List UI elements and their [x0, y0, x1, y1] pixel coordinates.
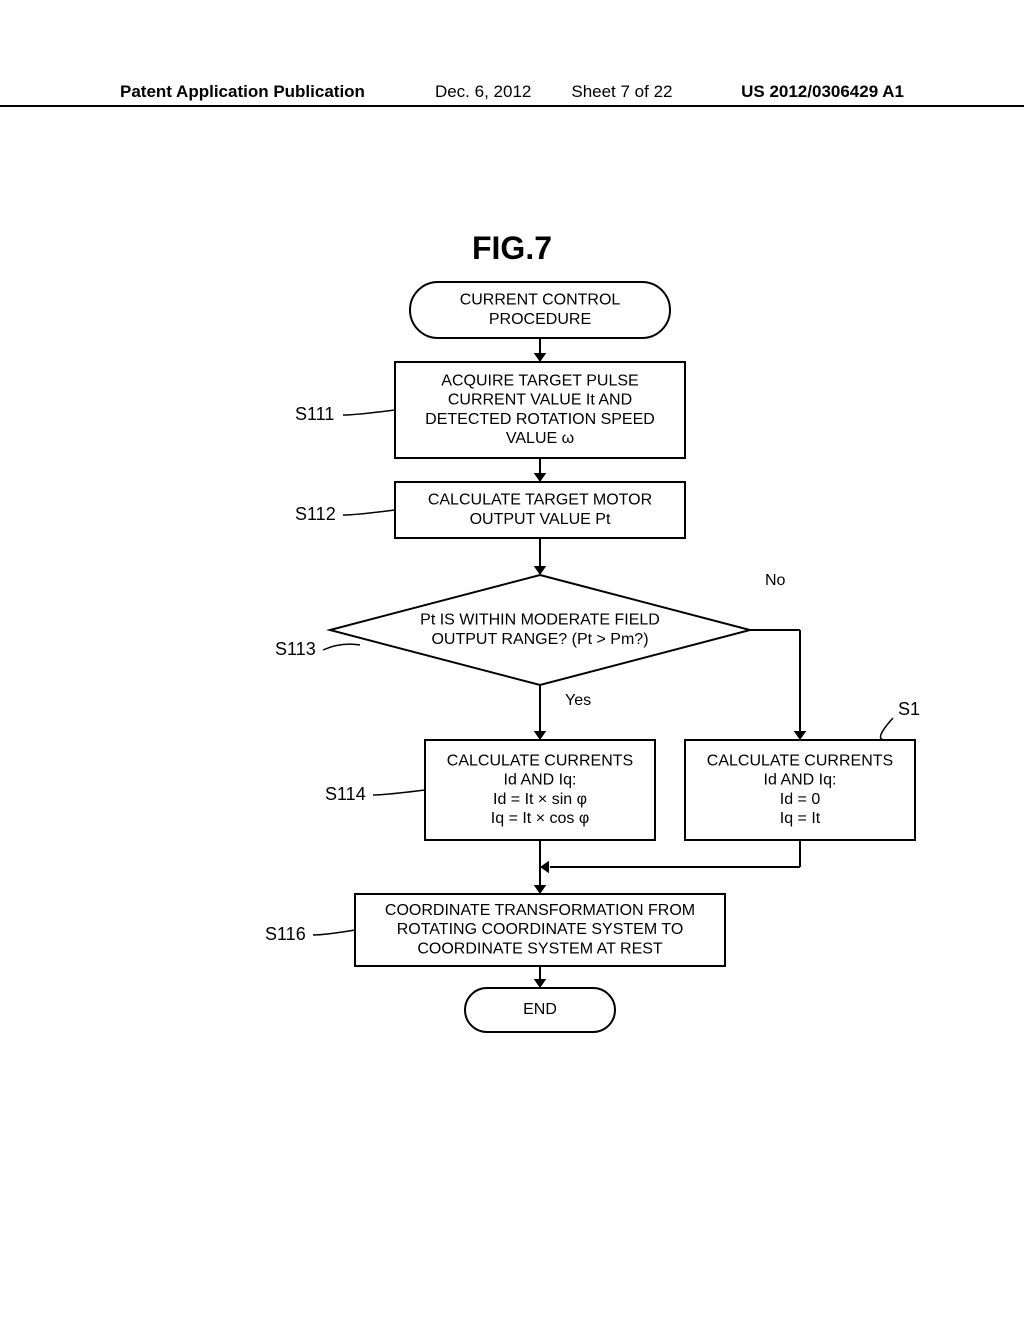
svg-text:Yes: Yes	[565, 692, 591, 709]
svg-text:Id AND Iq:: Id AND Iq:	[504, 772, 577, 789]
svg-text:Id AND Iq:: Id AND Iq:	[764, 772, 837, 789]
svg-text:CURRENT VALUE It AND: CURRENT VALUE It AND	[448, 392, 632, 409]
svg-text:ROTATING COORDINATE SYSTEM TO: ROTATING COORDINATE SYSTEM TO	[397, 921, 684, 938]
svg-text:S116: S116	[265, 924, 306, 944]
svg-text:Pt IS WITHIN MODERATE FIELD: Pt IS WITHIN MODERATE FIELD	[420, 612, 660, 629]
page: Patent Application Publication Dec. 6, 2…	[0, 0, 1024, 1320]
sheet-number: Sheet 7 of 22	[571, 82, 672, 102]
svg-text:OUTPUT VALUE Pt: OUTPUT VALUE Pt	[470, 511, 611, 528]
svg-text:No: No	[765, 572, 786, 589]
svg-text:CALCULATE CURRENTS: CALCULATE CURRENTS	[447, 752, 633, 769]
svg-text:DETECTED ROTATION SPEED: DETECTED ROTATION SPEED	[425, 411, 655, 428]
svg-text:PROCEDURE: PROCEDURE	[489, 311, 591, 328]
publication-label: Patent Application Publication	[120, 82, 365, 102]
svg-text:S111: S111	[295, 404, 334, 424]
svg-text:Iq = It × cos φ: Iq = It × cos φ	[491, 810, 589, 827]
page-header: Patent Application Publication Dec. 6, 2…	[0, 82, 1024, 107]
figure-title: FIG.7	[0, 230, 1024, 267]
header-inner: Patent Application Publication Dec. 6, 2…	[0, 82, 1024, 102]
svg-text:OUTPUT RANGE? (Pt > Pm?): OUTPUT RANGE? (Pt > Pm?)	[431, 631, 648, 648]
publication-number: US 2012/0306429 A1	[741, 82, 904, 102]
svg-text:VALUE ω: VALUE ω	[506, 430, 574, 447]
svg-text:CALCULATE CURRENTS: CALCULATE CURRENTS	[707, 752, 893, 769]
svg-text:S114: S114	[325, 784, 366, 804]
svg-text:Id = 0: Id = 0	[780, 791, 821, 808]
svg-text:END: END	[523, 1001, 557, 1018]
svg-text:Iq = It: Iq = It	[780, 810, 821, 827]
svg-text:S112: S112	[295, 504, 336, 524]
svg-text:CURRENT CONTROL: CURRENT CONTROL	[460, 292, 621, 309]
publication-date: Dec. 6, 2012	[435, 82, 531, 102]
svg-text:Id = It × sin φ: Id = It × sin φ	[493, 791, 587, 808]
svg-text:ACQUIRE TARGET PULSE: ACQUIRE TARGET PULSE	[441, 372, 638, 389]
flowchart: CURRENT CONTROL PROCEDURE ACQUIRE TARGET P…	[140, 270, 920, 1090]
svg-text:CALCULATE TARGET MOTOR: CALCULATE TARGET MOTOR	[428, 492, 652, 509]
svg-text:COORDINATE TRANSFORMATION FROM: COORDINATE TRANSFORMATION FROM	[385, 902, 695, 919]
svg-text:S115: S115	[898, 699, 920, 719]
svg-text:S113: S113	[275, 639, 316, 659]
svg-text:COORDINATE SYSTEM AT REST: COORDINATE SYSTEM AT REST	[417, 940, 663, 957]
